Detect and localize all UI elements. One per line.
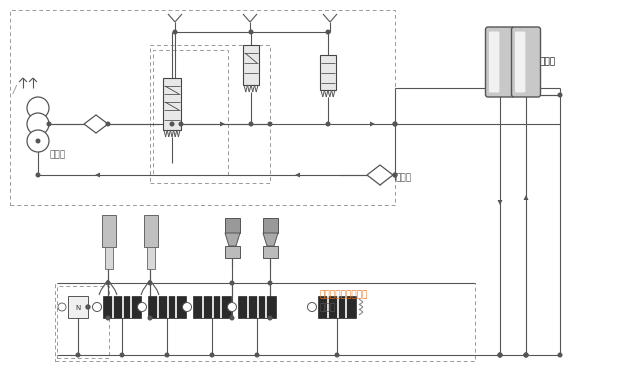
Polygon shape xyxy=(263,233,278,246)
Circle shape xyxy=(255,353,259,357)
Text: 蓄压器: 蓄压器 xyxy=(540,57,556,67)
Circle shape xyxy=(106,281,110,285)
Bar xyxy=(10,10,395,205)
Circle shape xyxy=(137,302,147,311)
Circle shape xyxy=(268,122,272,126)
Circle shape xyxy=(524,353,528,357)
Circle shape xyxy=(183,302,192,311)
Bar xyxy=(238,296,276,318)
Bar xyxy=(55,283,475,361)
Bar xyxy=(193,296,231,318)
Circle shape xyxy=(393,122,397,126)
Bar xyxy=(148,296,186,318)
Circle shape xyxy=(27,97,49,119)
Circle shape xyxy=(249,30,253,34)
Circle shape xyxy=(326,122,329,126)
Bar xyxy=(153,50,228,175)
Circle shape xyxy=(307,302,316,311)
Circle shape xyxy=(173,30,177,34)
Circle shape xyxy=(106,316,110,320)
Bar xyxy=(225,218,240,233)
Circle shape xyxy=(393,173,397,177)
Circle shape xyxy=(326,30,329,34)
Circle shape xyxy=(58,303,66,311)
Text: 汽车维修技术与知识: 汽车维修技术与知识 xyxy=(320,291,369,299)
Circle shape xyxy=(148,281,152,285)
Polygon shape xyxy=(84,115,108,133)
Circle shape xyxy=(524,353,528,357)
Circle shape xyxy=(210,353,214,357)
Circle shape xyxy=(498,353,502,357)
Circle shape xyxy=(558,93,562,97)
Circle shape xyxy=(179,122,183,126)
Circle shape xyxy=(249,122,253,126)
Text: 电磁阀: 电磁阀 xyxy=(320,304,336,313)
Polygon shape xyxy=(367,165,393,185)
Circle shape xyxy=(524,353,528,357)
Bar xyxy=(144,215,158,247)
Bar xyxy=(263,246,278,258)
Bar xyxy=(320,55,336,90)
Circle shape xyxy=(268,281,272,285)
Text: 压缩机: 压缩机 xyxy=(50,150,66,160)
Polygon shape xyxy=(295,172,300,178)
Bar xyxy=(243,45,259,85)
Circle shape xyxy=(393,173,397,177)
Circle shape xyxy=(106,122,110,126)
Circle shape xyxy=(148,316,152,320)
Circle shape xyxy=(393,122,397,126)
Circle shape xyxy=(86,305,90,309)
Circle shape xyxy=(335,353,339,357)
Circle shape xyxy=(498,353,502,357)
Circle shape xyxy=(47,122,51,126)
Text: /: / xyxy=(13,85,16,95)
Circle shape xyxy=(27,113,49,135)
Text: 进气口: 进气口 xyxy=(396,174,412,183)
Bar xyxy=(57,286,109,358)
Circle shape xyxy=(268,316,272,320)
Bar xyxy=(102,215,116,247)
Polygon shape xyxy=(370,121,375,127)
Bar xyxy=(163,78,181,130)
Circle shape xyxy=(230,316,234,320)
Circle shape xyxy=(36,139,40,143)
Bar xyxy=(103,296,141,318)
Polygon shape xyxy=(498,200,503,205)
Polygon shape xyxy=(225,233,240,246)
Circle shape xyxy=(120,353,124,357)
Bar xyxy=(105,247,113,269)
Circle shape xyxy=(36,173,40,177)
Bar xyxy=(150,45,270,183)
Circle shape xyxy=(170,122,174,126)
FancyBboxPatch shape xyxy=(486,27,515,97)
Text: 蓄压器: 蓄压器 xyxy=(540,57,556,67)
Circle shape xyxy=(93,302,101,311)
FancyBboxPatch shape xyxy=(515,31,525,93)
Text: N: N xyxy=(76,305,81,311)
Bar xyxy=(147,247,155,269)
Circle shape xyxy=(498,353,502,357)
Circle shape xyxy=(558,353,562,357)
Circle shape xyxy=(227,302,236,311)
Bar xyxy=(225,246,240,258)
Bar xyxy=(263,218,278,233)
FancyBboxPatch shape xyxy=(512,27,541,97)
Circle shape xyxy=(27,130,49,152)
Polygon shape xyxy=(220,121,225,127)
Circle shape xyxy=(165,353,169,357)
Bar xyxy=(318,296,356,318)
Circle shape xyxy=(76,353,80,357)
Polygon shape xyxy=(524,195,529,200)
FancyBboxPatch shape xyxy=(489,31,500,93)
Circle shape xyxy=(230,281,234,285)
Polygon shape xyxy=(95,172,100,178)
Bar xyxy=(68,296,88,318)
